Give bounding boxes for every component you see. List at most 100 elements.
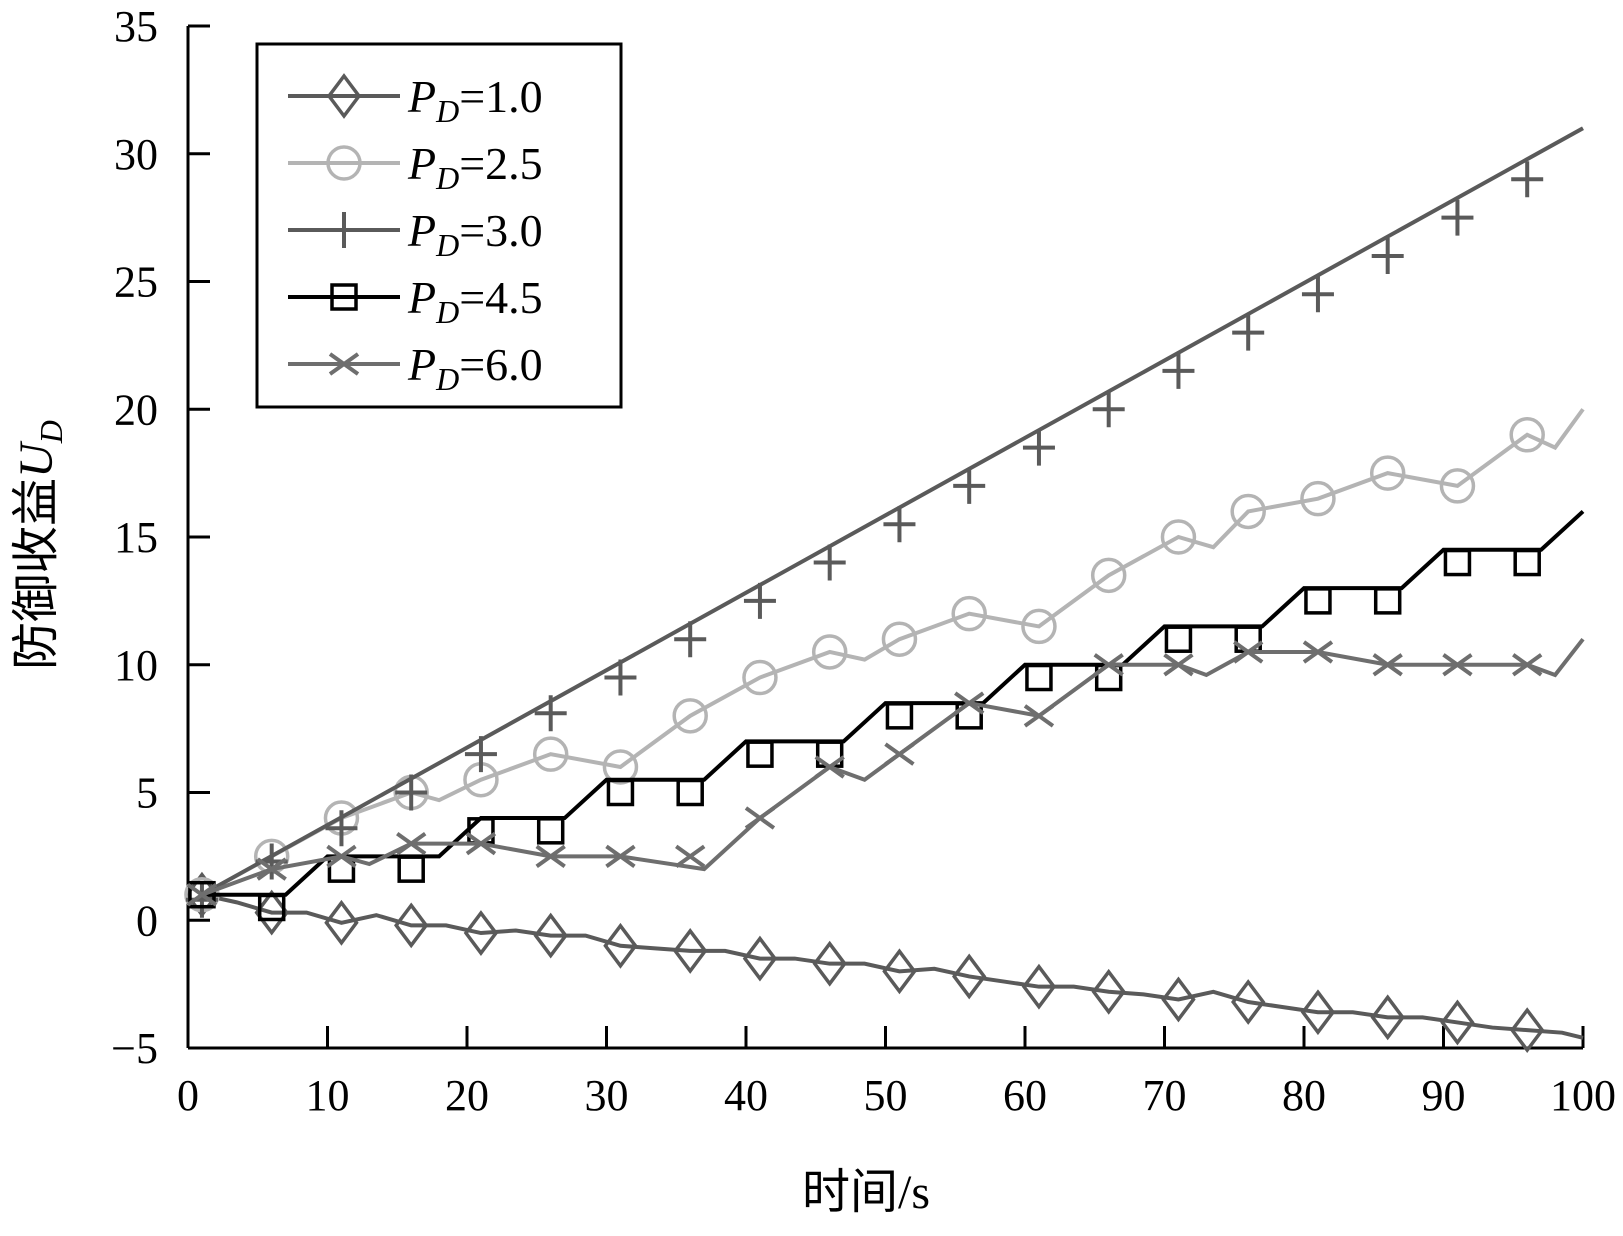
- y-axis-title-subscript: D: [33, 420, 69, 444]
- data-point: [532, 736, 569, 772]
- data-point: [1022, 429, 1055, 466]
- data-point: [744, 806, 776, 830]
- series-3: [185, 126, 1584, 918]
- legend-label: PD=1.0: [407, 71, 543, 129]
- legend-box: [255, 42, 623, 409]
- data-point: [1021, 963, 1057, 1010]
- x-tick-label: 70: [1143, 1071, 1187, 1120]
- data-point: [813, 544, 846, 581]
- data-point: [953, 467, 986, 504]
- data-point: [606, 778, 635, 807]
- data-point: [676, 778, 704, 807]
- legend-label: PD=3.0: [407, 205, 543, 263]
- data-point: [674, 621, 707, 658]
- legend-item: PD=4.5: [288, 272, 543, 330]
- x-tick-label: 80: [1282, 1071, 1326, 1120]
- data-point: [1510, 1007, 1545, 1054]
- legend-label: PD=6.0: [407, 339, 543, 397]
- data-point: [603, 922, 638, 969]
- data-point: [1439, 468, 1476, 504]
- data-point: [1164, 625, 1193, 653]
- data-point: [1441, 199, 1474, 236]
- x-tick-label: 50: [864, 1071, 908, 1120]
- y-tick-label: 5: [136, 769, 158, 818]
- data-point: [882, 948, 917, 995]
- data-point: [1232, 314, 1265, 351]
- legend-marker: [330, 283, 358, 311]
- data-point: [951, 595, 987, 632]
- data-point: [811, 634, 848, 670]
- data-point: [1301, 276, 1334, 313]
- data-point: [325, 810, 358, 847]
- data-point: [1230, 493, 1266, 530]
- series-5: [186, 637, 1585, 907]
- data-point: [1511, 161, 1544, 198]
- data-point: [885, 702, 914, 730]
- legend-marker: [328, 352, 360, 376]
- y-tick-label: 0: [136, 896, 158, 945]
- y-axis-title-symbol: U: [10, 440, 63, 478]
- x-tick-label: 60: [1003, 1071, 1047, 1120]
- y-tick-label: 30: [114, 130, 158, 179]
- series-line: [200, 126, 1584, 897]
- series-line: [201, 892, 1584, 1040]
- data-point: [1300, 989, 1336, 1036]
- data-point: [884, 742, 915, 766]
- data-point: [396, 831, 427, 856]
- data-point: [673, 927, 708, 974]
- data-point: [1160, 519, 1197, 555]
- legend-marker: [326, 145, 362, 181]
- data-point: [746, 740, 774, 768]
- x-axis-title: 时间/s: [802, 1166, 930, 1219]
- series-group: [184, 126, 1585, 1054]
- data-point: [186, 883, 218, 907]
- y-tick-label: −5: [111, 1024, 158, 1073]
- legend-label: PD=2.5: [407, 138, 543, 196]
- data-point: [1302, 640, 1334, 664]
- data-point: [883, 506, 916, 543]
- data-point: [1304, 587, 1332, 615]
- data-point: [604, 659, 637, 696]
- data-point: [1091, 968, 1126, 1015]
- y-tick-label: 35: [114, 2, 158, 51]
- y-tick-label: 15: [114, 513, 158, 562]
- data-point: [1021, 608, 1057, 645]
- legend-item: PD=1.0: [288, 71, 543, 129]
- data-point: [605, 844, 636, 869]
- data-point: [954, 691, 985, 715]
- data-point: [742, 935, 778, 982]
- data-point: [536, 817, 565, 845]
- data-point: [1440, 999, 1475, 1046]
- y-axis-title-text: 防御收益: [10, 478, 63, 670]
- x-tick-label: 0: [177, 1071, 199, 1120]
- x-tick-label: 30: [585, 1071, 629, 1120]
- data-point: [1161, 976, 1196, 1023]
- data-point: [814, 755, 845, 779]
- data-point: [1369, 455, 1406, 491]
- legend-marker: [326, 73, 362, 119]
- data-point: [1233, 640, 1264, 664]
- x-tick-label: 90: [1422, 1071, 1466, 1120]
- data-point: [743, 582, 776, 619]
- data-point: [535, 844, 566, 869]
- data-point: [464, 736, 497, 773]
- data-point: [1370, 994, 1405, 1041]
- data-point: [742, 659, 778, 696]
- data-point: [257, 893, 286, 922]
- legend-item: PD=3.0: [288, 205, 543, 263]
- data-point: [1023, 704, 1055, 728]
- data-point: [1512, 653, 1543, 677]
- data-point: [394, 902, 429, 949]
- data-point: [533, 912, 568, 959]
- legend: PD=1.0 PD=2.5 PD=3.0 PD=4.5 PD=6.0: [255, 42, 623, 409]
- data-point: [1373, 587, 1402, 615]
- svg-text:防御收益UD: 防御收益UD: [10, 420, 69, 670]
- series-line: [200, 408, 1585, 897]
- data-point: [1090, 557, 1127, 594]
- y-axis-title: 防御收益UD: [10, 420, 69, 670]
- series-4: [188, 509, 1585, 922]
- data-point: [1372, 653, 1403, 677]
- legend-label: PD=4.5: [407, 272, 543, 330]
- data-point: [675, 844, 706, 869]
